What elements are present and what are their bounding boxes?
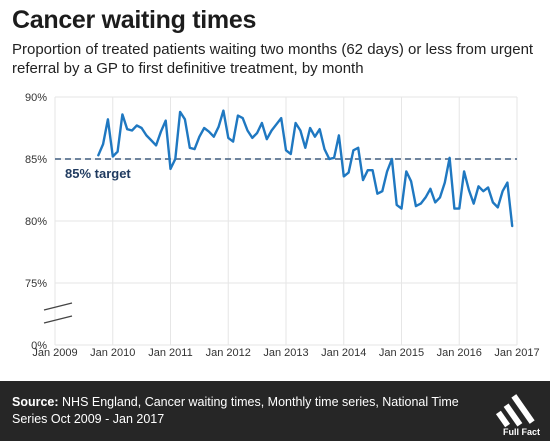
footer: Source: NHS England, Cancer waiting time… [0,381,550,441]
axis-break-mark [43,315,73,324]
axis-break-mark [43,302,73,311]
x-tick-label: Jan 2009 [32,347,77,359]
series-line [97,109,514,228]
x-tick-label: Jan 2010 [90,347,135,359]
chart-title: Cancer waiting times [12,6,257,34]
logo-text: Full Fact [503,427,540,437]
x-tick-label: Jan 2015 [379,347,424,359]
source-text: NHS England, Cancer waiting times, Month… [12,395,459,426]
y-tick-label: 0% [31,340,47,352]
y-tick-label: 75% [25,278,47,290]
target-label: 85% target [65,166,131,181]
source-label: Source: [12,395,59,409]
x-tick-label: Jan 2014 [321,347,366,359]
source-note: Source: NHS England, Cancer waiting time… [12,394,482,428]
logo-mark-icon [495,394,535,428]
x-tick-label: Jan 2016 [437,347,482,359]
line-chart: 0% 75% 80% 85% 90% Jan 2009 Jan 2010 Jan 2011 Ja… [25,92,540,359]
y-tick-label: 85% [25,154,47,166]
full-fact-logo: Full Fact [495,394,540,437]
y-tick-label: 80% [25,216,47,228]
chart-subtitle: Proportion of treated patients waiting t… [12,41,534,77]
x-tick-label: Jan 2017 [494,347,539,359]
x-tick-label: Jan 2012 [206,347,251,359]
x-tick-label: Jan 2011 [148,347,192,359]
y-tick-label: 90% [25,92,47,104]
x-tick-label: Jan 2013 [263,347,308,359]
